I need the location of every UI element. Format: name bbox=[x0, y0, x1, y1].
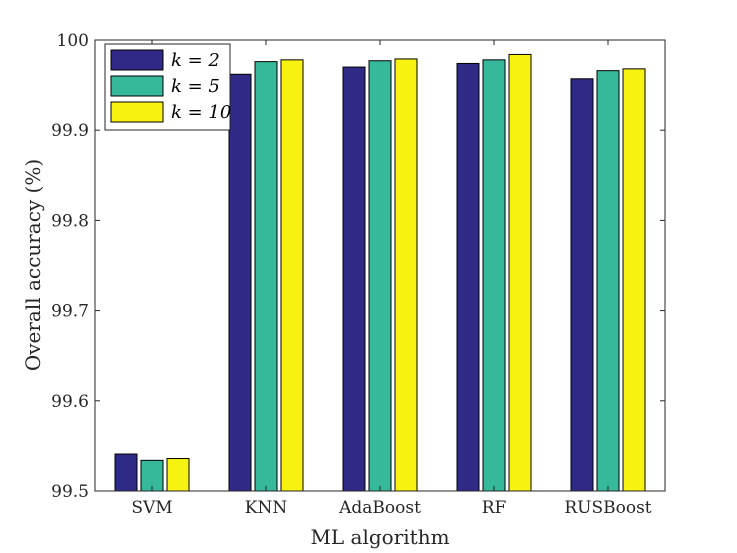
x-axis-title: ML algorithm bbox=[310, 525, 449, 549]
x-tick-label: RUSBoost bbox=[564, 498, 651, 518]
x-tick-label: RF bbox=[482, 498, 507, 518]
bar-adaboost-series-2 bbox=[368, 60, 392, 492]
y-tick-label: 99.5 bbox=[51, 482, 89, 502]
bar-rf-series-2 bbox=[482, 59, 506, 492]
legend-swatch bbox=[110, 49, 164, 71]
y-tick-label: 99.6 bbox=[51, 392, 89, 412]
legend-label: k = 5 bbox=[171, 76, 220, 97]
bars-layer bbox=[114, 53, 646, 492]
bar-knn-series-3 bbox=[280, 59, 304, 492]
bar-rusboost-series-2 bbox=[596, 70, 620, 492]
y-axis-title: Overall accuracy (%) bbox=[21, 159, 45, 371]
bar-knn-series-2 bbox=[254, 61, 278, 492]
bar-rf-series-1 bbox=[456, 62, 480, 492]
bar-rusboost-series-1 bbox=[570, 78, 594, 492]
bar-knn-series-1 bbox=[228, 73, 252, 492]
y-tick-label: 99.9 bbox=[51, 121, 89, 141]
y-tick-label: 99.8 bbox=[51, 211, 89, 231]
legend-label: k = 2 bbox=[171, 50, 220, 71]
bar-svm-series-3 bbox=[166, 458, 190, 492]
legend-swatch bbox=[110, 75, 164, 97]
bar-rusboost-series-3 bbox=[622, 68, 646, 492]
bar-rf-series-3 bbox=[508, 53, 532, 492]
legend: k = 2 k = 5 k = 10 bbox=[104, 43, 231, 131]
bar-adaboost-series-1 bbox=[342, 66, 366, 492]
x-tick-label: SVM bbox=[131, 498, 172, 518]
x-tick-label: KNN bbox=[245, 498, 288, 518]
ticks-layer: SVM KNN AdaBoost RF RUSBoost 99.5 99.6 99.7 99.8… bbox=[51, 31, 665, 518]
bar-svm-series-1 bbox=[114, 453, 138, 492]
y-tick-label: 100 bbox=[57, 31, 89, 51]
bar-adaboost-series-3 bbox=[394, 58, 418, 492]
x-tick-label: AdaBoost bbox=[338, 498, 421, 518]
legend-label: k = 10 bbox=[171, 102, 231, 123]
y-tick-label: 99.7 bbox=[51, 302, 89, 322]
legend-swatch bbox=[110, 101, 164, 123]
